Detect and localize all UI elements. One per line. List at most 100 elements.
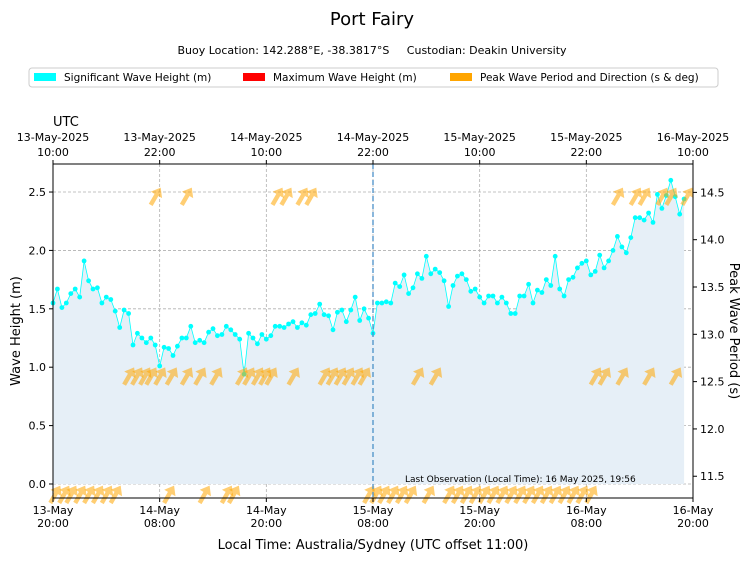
sig-wave-point bbox=[637, 215, 643, 221]
period-arrow bbox=[250, 367, 265, 386]
period-arrow bbox=[428, 367, 443, 386]
sig-wave-point bbox=[459, 271, 465, 277]
sig-wave-point bbox=[383, 299, 389, 305]
chart-subtitle: Buoy Location: 142.288°E, -38.3817°S Cus… bbox=[177, 44, 567, 57]
sig-wave-point bbox=[183, 335, 189, 341]
period-arrow bbox=[357, 367, 371, 386]
sig-wave-point bbox=[659, 206, 665, 211]
period-arrow bbox=[362, 485, 376, 505]
sig-wave-point bbox=[308, 312, 314, 318]
sig-wave-point bbox=[610, 248, 616, 253]
sig-wave-point bbox=[468, 288, 474, 294]
sig-wave-point bbox=[668, 177, 674, 183]
period-arrow bbox=[325, 367, 339, 386]
sig-wave-point bbox=[437, 270, 443, 275]
period-arrow bbox=[162, 485, 176, 505]
period-arrow bbox=[597, 367, 611, 386]
sig-wave-point bbox=[397, 284, 403, 289]
sig-wave-point bbox=[330, 327, 336, 333]
sig-wave-point bbox=[570, 274, 576, 280]
period-arrow bbox=[668, 367, 683, 386]
sig-wave-point bbox=[326, 313, 331, 319]
sig-wave-point bbox=[526, 281, 531, 287]
sig-wave-point bbox=[415, 271, 420, 277]
period-arrow bbox=[539, 485, 554, 505]
sig-wave-point bbox=[566, 277, 571, 282]
period-arrow bbox=[242, 367, 256, 386]
x-tick-label-time: 20:00 bbox=[464, 517, 496, 530]
legend: Significant Wave Height (m) Maximum Wave… bbox=[28, 67, 719, 88]
sig-wave-point bbox=[641, 217, 647, 223]
sig-wave-point bbox=[339, 307, 345, 313]
sig-wave-point bbox=[197, 337, 203, 343]
sig-wave-point bbox=[539, 290, 545, 295]
legend-label-period: Peak Wave Period and Direction (s & deg) bbox=[480, 72, 699, 84]
sig-wave-point bbox=[223, 323, 229, 329]
y-tick-label: 0.5 bbox=[29, 420, 47, 433]
period-arrow bbox=[90, 485, 105, 505]
x-tick-top-label-date: 16-May-2025 bbox=[657, 131, 729, 144]
sig-wave-point bbox=[530, 300, 536, 306]
legend-label-sig: Significant Wave Height (m) bbox=[64, 72, 211, 84]
sig-wave-point bbox=[419, 276, 425, 281]
x-tick-label-date: 13-May bbox=[33, 504, 74, 517]
x-tick-top-label-time: 10:00 bbox=[464, 146, 496, 159]
sig-wave-point bbox=[281, 325, 287, 330]
period-arrow bbox=[193, 367, 207, 386]
sig-wave-point bbox=[357, 318, 363, 323]
sig-wave-point bbox=[508, 311, 514, 316]
sig-wave-point bbox=[263, 336, 269, 342]
period-arrow bbox=[421, 485, 435, 505]
legend-swatch-sig bbox=[34, 73, 56, 81]
period-arrow bbox=[219, 485, 234, 505]
x-tick-label-time: 08:00 bbox=[357, 517, 389, 530]
sig-wave-point bbox=[561, 293, 567, 299]
period-arrow bbox=[566, 485, 580, 505]
period-arrow bbox=[197, 485, 211, 505]
period-arrow bbox=[386, 485, 400, 505]
sig-wave-point bbox=[423, 253, 429, 259]
sig-wave-point bbox=[68, 291, 74, 296]
sig-wave-point bbox=[206, 329, 212, 335]
sig-wave-point bbox=[299, 320, 305, 326]
period-arrow bbox=[486, 485, 500, 505]
period-arrow bbox=[642, 367, 656, 386]
period-arrow bbox=[450, 485, 465, 505]
sig-wave-point bbox=[321, 312, 327, 318]
period-arrow bbox=[637, 187, 651, 206]
legend-frame bbox=[28, 67, 719, 88]
period-arrow bbox=[468, 485, 483, 505]
sig-wave-point bbox=[583, 258, 589, 264]
x-tick-label-date: 15-May bbox=[353, 504, 394, 517]
period-arrow bbox=[530, 485, 545, 505]
x-tick-label-date: 15-May bbox=[459, 504, 500, 517]
sig-wave-point bbox=[606, 258, 611, 264]
sig-wave-point bbox=[237, 336, 243, 342]
sig-wave-point bbox=[623, 250, 629, 256]
x-tick-top-label-time: 10:00 bbox=[250, 146, 282, 159]
y-tick-label: 2.5 bbox=[29, 186, 47, 199]
sig-wave-point bbox=[126, 311, 131, 316]
sig-wave-point bbox=[503, 300, 509, 306]
sig-wave-point bbox=[63, 300, 69, 306]
period-arrow bbox=[164, 367, 179, 386]
sig-wave-point bbox=[103, 294, 109, 300]
period-arrow bbox=[64, 485, 78, 505]
period-arrow bbox=[48, 485, 62, 505]
sig-wave-point bbox=[677, 211, 683, 217]
sig-wave-point bbox=[286, 321, 291, 327]
y-tick-label-right: 11.5 bbox=[700, 470, 725, 483]
sig-wave-point bbox=[575, 265, 580, 271]
period-arrow bbox=[575, 485, 589, 505]
sig-wave-point bbox=[490, 293, 496, 299]
sig-wave-point bbox=[441, 278, 447, 284]
sig-wave-point bbox=[650, 220, 656, 225]
x-tick-label-time: 20:00 bbox=[37, 517, 69, 530]
period-arrow bbox=[664, 187, 678, 206]
sig-wave-point bbox=[215, 333, 220, 339]
sig-wave-point bbox=[219, 332, 225, 337]
period-arrow bbox=[99, 485, 114, 505]
y-tick-label-right: 13.0 bbox=[700, 328, 725, 341]
sig-wave-point bbox=[250, 335, 256, 341]
sig-wave-point bbox=[90, 286, 96, 292]
